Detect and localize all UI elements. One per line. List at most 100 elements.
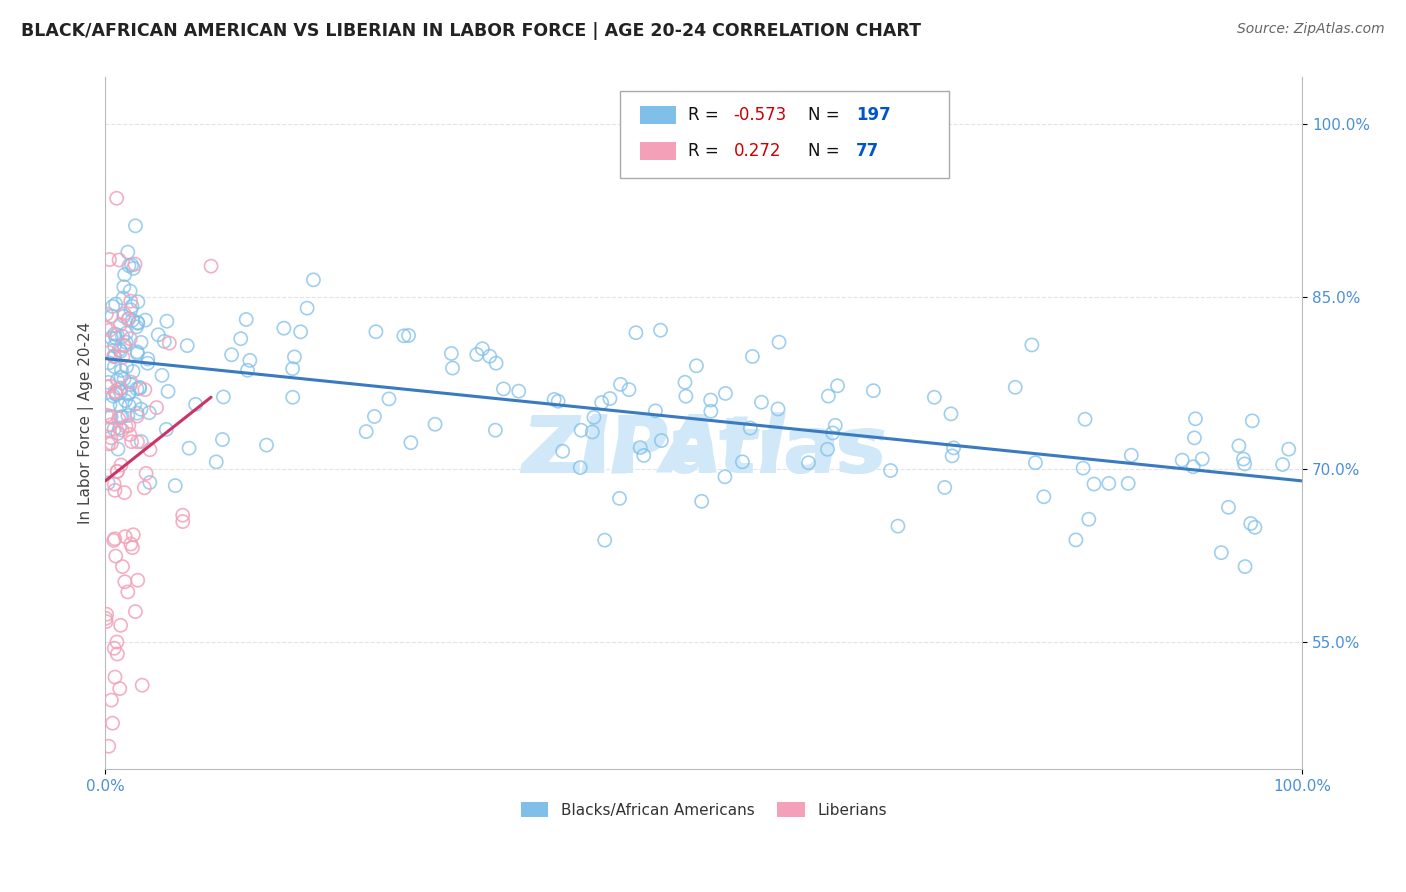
Text: Source: ZipAtlas.com: Source: ZipAtlas.com: [1237, 22, 1385, 37]
Point: [114, 574, 136, 589]
Point: [465, 347, 488, 361]
Point: [103, 477, 125, 491]
Point: [128, 381, 150, 395]
Text: N =: N =: [808, 143, 845, 161]
Point: [135, 467, 157, 481]
Point: [94, 615, 117, 629]
Point: [112, 310, 135, 324]
Point: [551, 444, 574, 458]
Point: [104, 483, 127, 498]
Point: [939, 407, 962, 421]
Point: [1244, 520, 1267, 534]
Point: [97, 437, 120, 451]
Point: [120, 537, 142, 551]
Point: [118, 399, 141, 413]
Point: [633, 449, 655, 463]
Point: [105, 191, 128, 205]
Point: [107, 426, 129, 441]
Point: [103, 533, 125, 548]
Point: [115, 326, 138, 341]
Y-axis label: In Labor Force | Age 20-24: In Labor Force | Age 20-24: [79, 322, 94, 524]
Point: [256, 438, 278, 452]
Point: [942, 441, 965, 455]
Point: [150, 368, 173, 383]
Point: [105, 647, 128, 661]
Point: [120, 332, 142, 346]
Point: [110, 381, 132, 395]
Point: [283, 350, 305, 364]
Point: [1211, 546, 1233, 560]
Point: [112, 338, 135, 352]
Point: [134, 313, 156, 327]
Point: [478, 349, 501, 363]
Point: [111, 350, 134, 364]
Point: [1004, 380, 1026, 394]
Point: [609, 377, 631, 392]
Point: [98, 379, 121, 393]
Point: [125, 319, 148, 334]
Point: [108, 382, 131, 396]
Point: [98, 398, 121, 412]
Point: [114, 393, 136, 408]
Point: [148, 327, 170, 342]
Point: [235, 312, 257, 326]
Text: R =: R =: [688, 143, 724, 161]
Point: [673, 376, 696, 390]
Point: [125, 409, 148, 423]
Point: [112, 291, 135, 305]
Point: [96, 380, 118, 394]
Point: [131, 678, 153, 692]
Point: [118, 385, 141, 400]
Point: [650, 323, 672, 337]
Point: [941, 449, 963, 463]
Point: [508, 384, 530, 399]
Point: [127, 316, 149, 330]
Point: [118, 427, 141, 442]
Point: [98, 323, 121, 337]
Point: [124, 605, 146, 619]
Point: [364, 325, 387, 339]
Point: [104, 384, 127, 399]
Point: [741, 350, 763, 364]
Point: [363, 409, 385, 424]
Point: [127, 316, 149, 330]
Point: [124, 397, 146, 411]
Point: [740, 421, 762, 435]
Point: [98, 423, 121, 437]
Point: [229, 332, 252, 346]
Point: [100, 417, 122, 432]
Point: [121, 313, 143, 327]
Point: [139, 475, 162, 490]
Point: [100, 309, 122, 323]
Text: 0.272: 0.272: [734, 143, 782, 161]
Point: [105, 464, 128, 478]
Point: [1232, 452, 1254, 467]
Point: [100, 409, 122, 424]
Point: [700, 404, 723, 418]
Point: [1098, 476, 1121, 491]
Point: [484, 423, 506, 437]
Text: R =: R =: [688, 106, 724, 125]
Point: [94, 321, 117, 335]
Point: [441, 361, 464, 376]
Point: [98, 409, 121, 424]
Point: [731, 455, 754, 469]
Point: [104, 384, 127, 399]
Point: [105, 327, 128, 342]
Point: [114, 530, 136, 544]
Point: [105, 465, 128, 479]
Text: ZIPatıas: ZIPatıas: [526, 413, 882, 489]
Point: [766, 401, 789, 416]
Point: [96, 408, 118, 422]
Point: [675, 389, 697, 403]
Point: [114, 339, 136, 353]
Point: [817, 442, 839, 457]
Point: [1071, 461, 1094, 475]
Point: [115, 359, 138, 374]
Point: [105, 373, 128, 387]
Point: [104, 670, 127, 684]
Point: [281, 361, 304, 376]
Point: [114, 485, 136, 500]
Point: [281, 390, 304, 404]
Point: [129, 402, 152, 417]
